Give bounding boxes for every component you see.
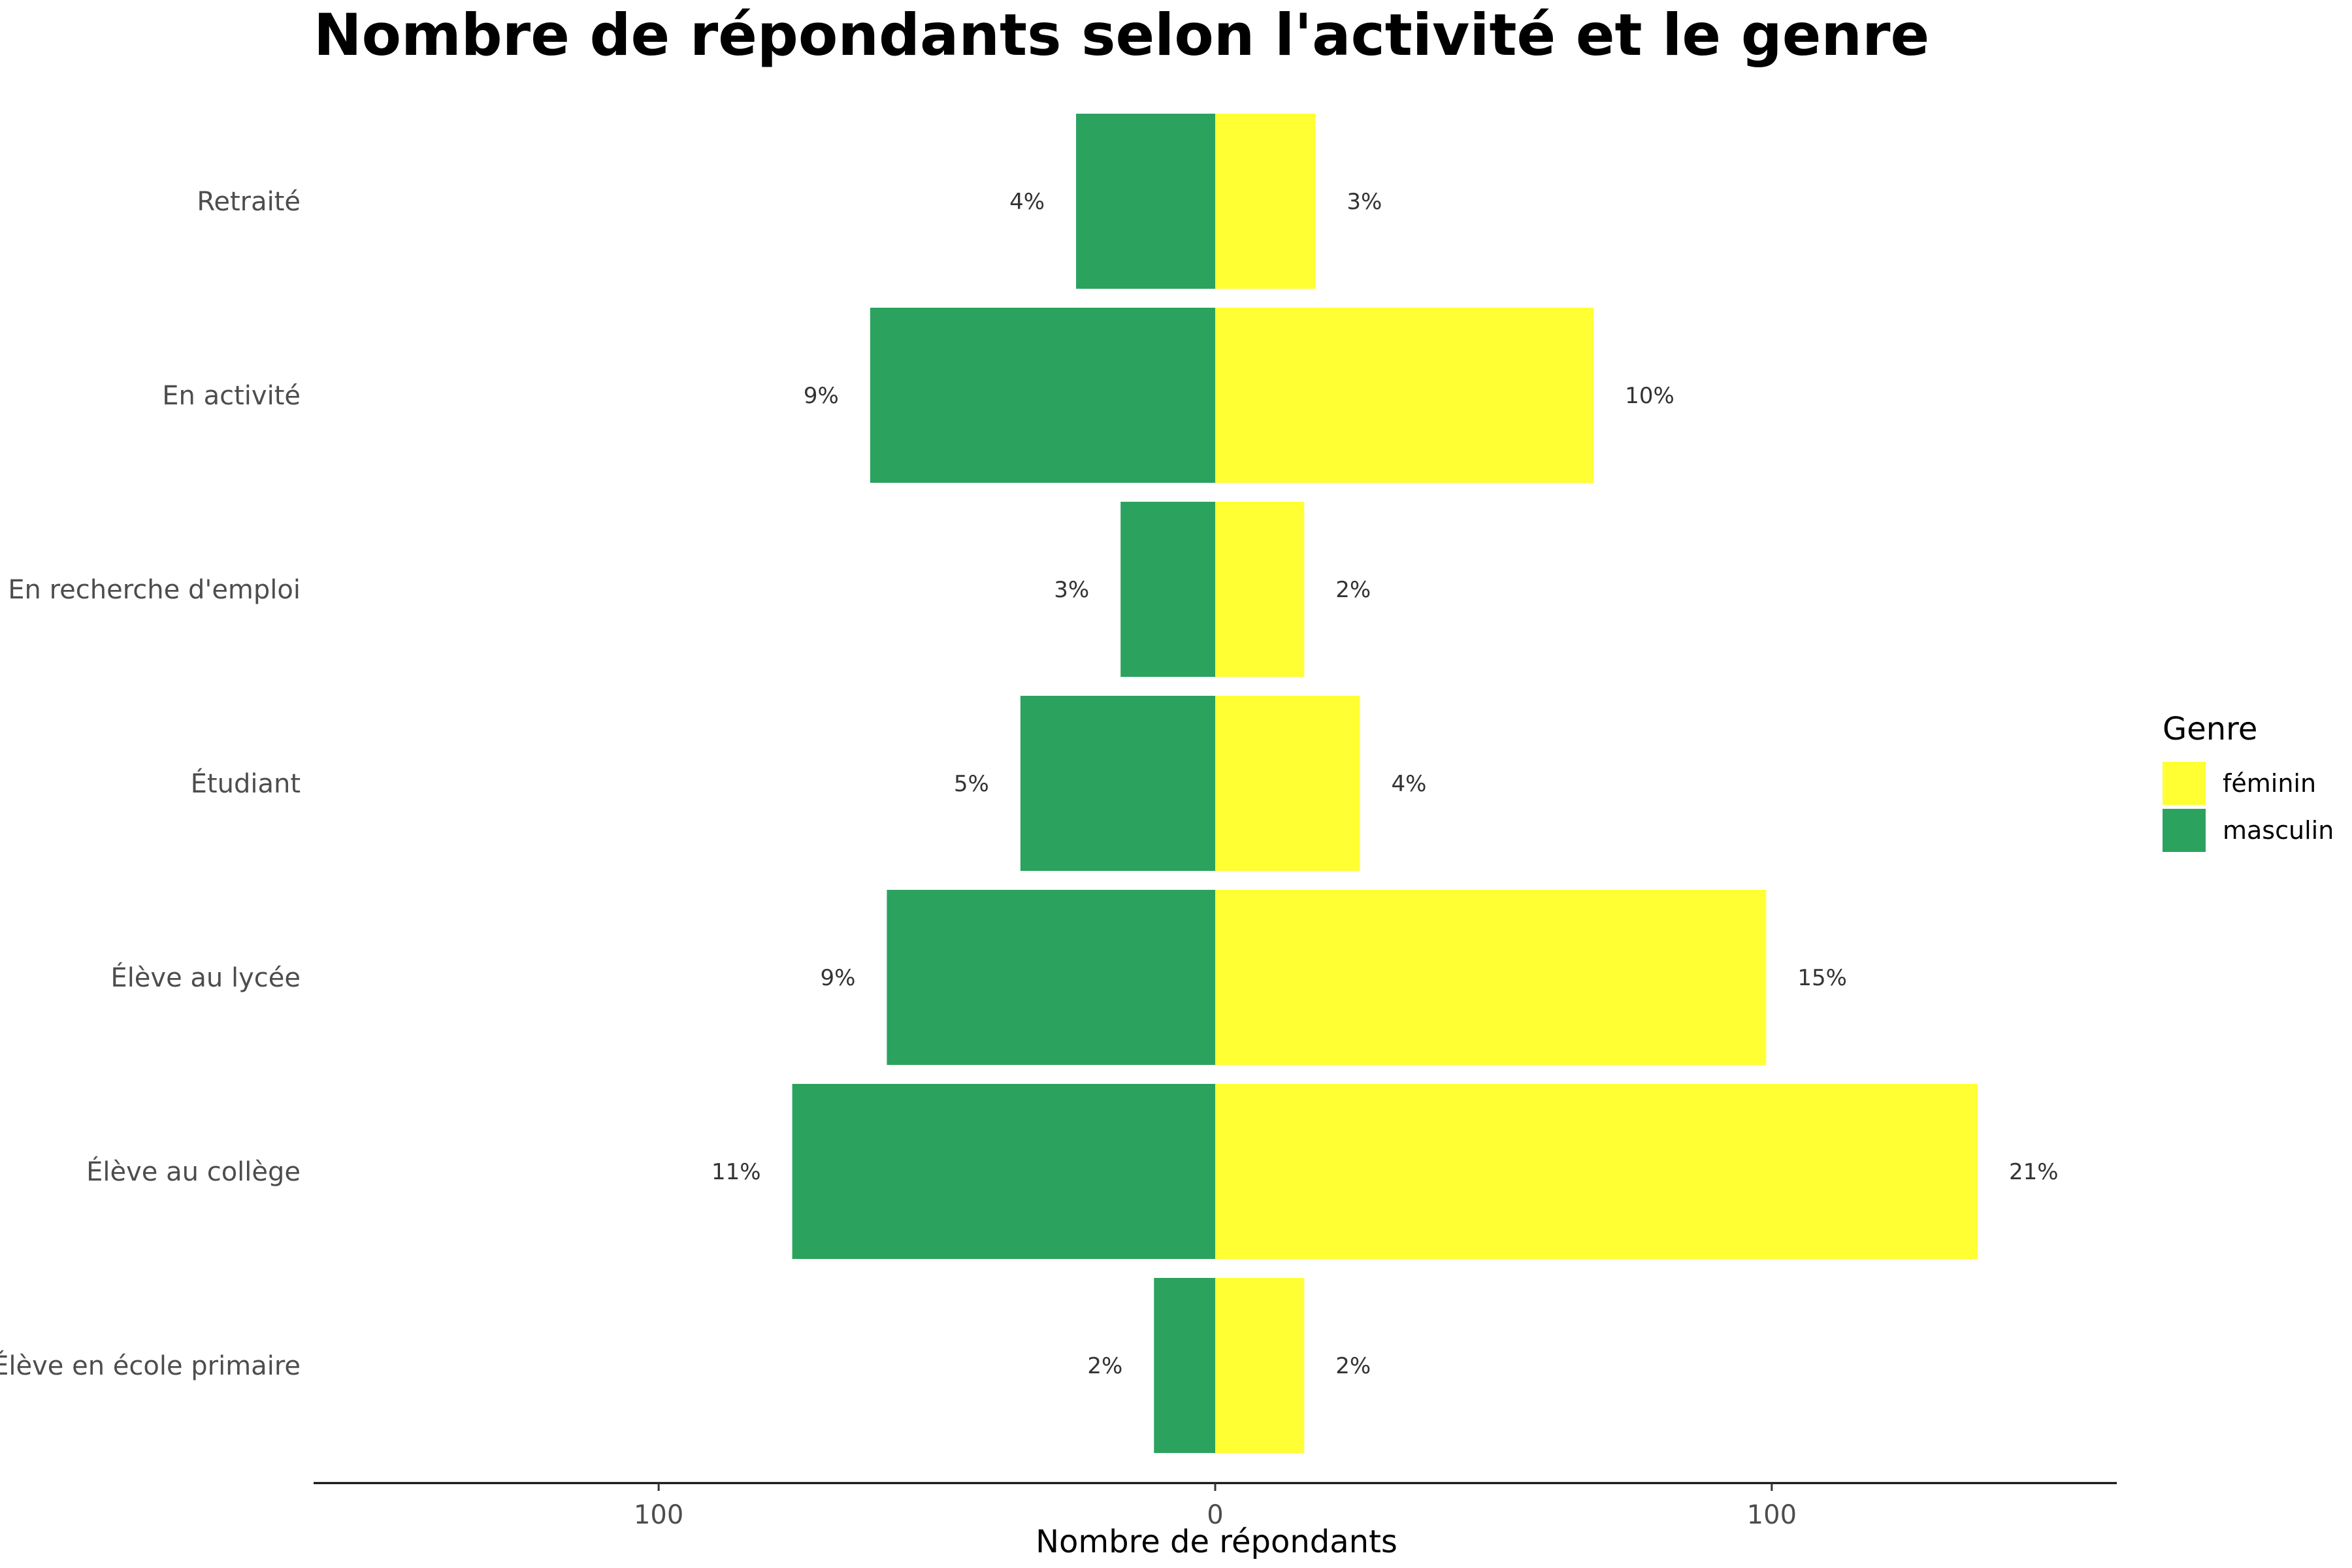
data-label-feminin-eleve-au-college: 21% (2009, 1159, 2059, 1185)
data-label-masculin-eleve-au-college: 11% (711, 1159, 761, 1185)
x-tick-label: 100 (634, 1500, 683, 1530)
category-label-eleve-au-college: Élève au collège (86, 1156, 301, 1187)
legend-label-feminin: féminin (2223, 769, 2316, 798)
bar-feminin-eleve-en-ecole-primaire (1215, 1278, 1305, 1453)
data-label-masculin-en-recherche-d-emploi: 3% (1054, 577, 1089, 603)
data-label-feminin-eleve-au-lycee: 15% (1797, 965, 1847, 991)
data-label-masculin-en-activite: 9% (804, 383, 839, 409)
legend-swatch-masculin (2163, 809, 2206, 852)
bar-masculin-etudiant (1020, 696, 1215, 871)
x-axis: 100 0 100 (314, 1482, 2117, 1530)
legend-title: Genre (2163, 711, 2257, 747)
bar-masculin-eleve-au-college (792, 1084, 1215, 1259)
legend: Genre féminin masculin (2163, 711, 2334, 852)
bar-feminin-etudiant (1215, 696, 1360, 871)
bar-feminin-eleve-au-lycee (1215, 890, 1767, 1065)
category-label-eleve-au-lycee: Élève au lycée (110, 962, 301, 993)
category-label-en-recherche-d-emploi: En recherche d'emploi (8, 575, 301, 605)
category-labels: Retraité En activité En recherche d'emploi… (0, 187, 301, 1381)
data-label-feminin-en-activite: 10% (1625, 383, 1674, 409)
data-label-masculin-retraite: 4% (1009, 189, 1045, 215)
bars-layer (792, 114, 1978, 1453)
data-label-masculin-eleve-au-lycee: 9% (820, 965, 855, 991)
data-label-feminin-en-recherche-d-emploi: 2% (1335, 577, 1371, 603)
data-label-feminin-eleve-en-ecole-primaire: 2% (1335, 1353, 1371, 1379)
category-label-etudiant: Étudiant (191, 768, 301, 799)
bar-feminin-retraite (1215, 114, 1316, 289)
legend-label-masculin: masculin (2223, 816, 2334, 845)
x-tick-label: 100 (1747, 1500, 1797, 1530)
bar-masculin-en-recherche-d-emploi (1120, 502, 1215, 677)
data-label-feminin-retraite: 3% (1347, 189, 1382, 215)
data-label-masculin-eleve-en-ecole-primaire: 2% (1087, 1353, 1122, 1379)
bar-masculin-retraite (1076, 114, 1215, 289)
bar-masculin-eleve-au-lycee (887, 890, 1215, 1065)
category-label-retraite: Retraité (197, 187, 301, 217)
data-labels-layer: 3% 4% 10% 9% 2% 3% 4% 5% 15% 9% 21% 11% 2% 2% (711, 189, 2059, 1379)
data-label-masculin-etudiant: 5% (954, 771, 989, 797)
data-label-feminin-etudiant: 4% (1391, 771, 1426, 797)
x-axis-title: Nombre de répondants (1036, 1524, 1397, 1560)
bar-feminin-en-recherche-d-emploi (1215, 502, 1305, 677)
legend-swatch-feminin (2163, 762, 2206, 805)
bar-masculin-en-activite (870, 308, 1215, 483)
x-tick-label: 0 (1207, 1500, 1223, 1530)
chart-title: Nombre de répondants selon l'activité et… (314, 1, 1929, 69)
bar-masculin-eleve-en-ecole-primaire (1154, 1278, 1215, 1453)
bar-feminin-en-activite (1215, 308, 1594, 483)
category-label-eleve-en-ecole-primaire: Élève en école primaire (0, 1350, 301, 1381)
category-label-en-activite: En activité (162, 381, 301, 411)
bar-feminin-eleve-au-college (1215, 1084, 1978, 1259)
